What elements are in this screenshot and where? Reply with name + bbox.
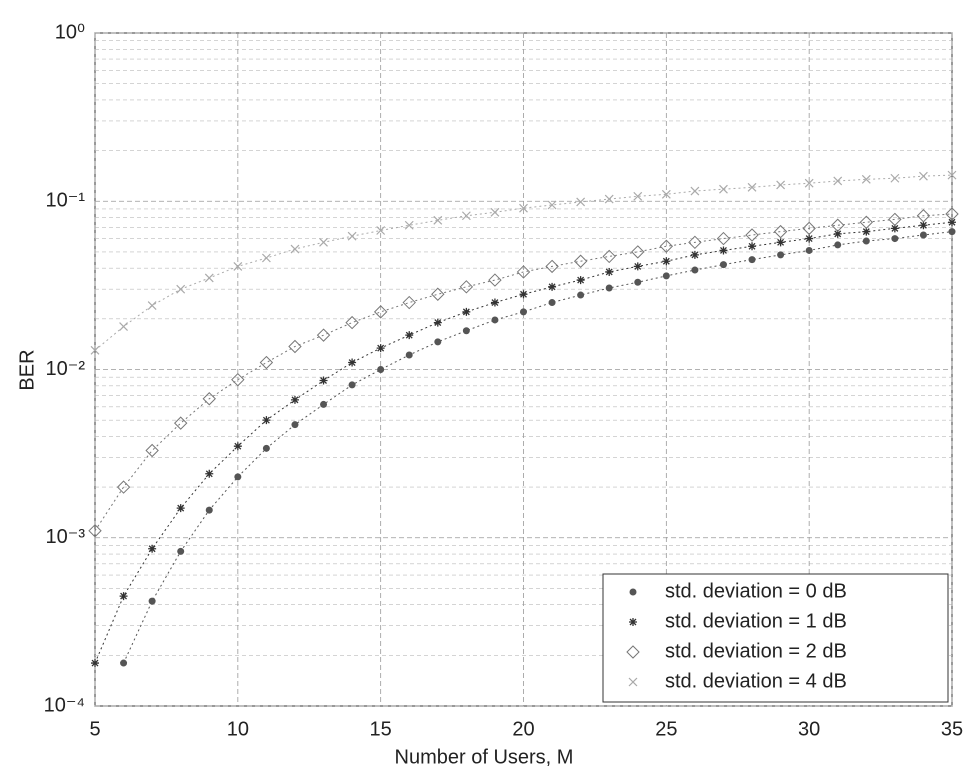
marker — [234, 473, 241, 480]
marker — [234, 442, 242, 450]
marker — [806, 247, 813, 254]
marker — [463, 327, 470, 334]
marker — [491, 316, 498, 323]
marker — [206, 507, 213, 514]
marker — [406, 351, 413, 358]
marker — [520, 308, 527, 315]
marker — [577, 292, 584, 299]
marker — [777, 238, 785, 246]
marker — [149, 598, 156, 605]
marker — [748, 242, 756, 250]
marker — [91, 659, 99, 667]
x-tick-label: 20 — [512, 718, 534, 740]
y-axis-label: BER — [16, 349, 38, 390]
marker — [691, 251, 699, 259]
legend-label: std. deviation = 0 dB — [665, 580, 847, 602]
x-tick-label: 35 — [941, 718, 963, 740]
marker — [262, 416, 270, 424]
marker — [634, 262, 642, 270]
marker — [377, 366, 384, 373]
marker — [520, 290, 528, 298]
marker — [630, 589, 637, 596]
y-tick-label: 10⁻³ — [46, 526, 86, 548]
marker — [491, 299, 499, 307]
marker — [291, 421, 298, 428]
marker — [629, 618, 637, 626]
marker — [577, 276, 585, 284]
marker — [177, 504, 185, 512]
marker — [749, 256, 756, 263]
marker — [663, 272, 670, 279]
chart: Number of Users, M BER 10⁻⁴ 10⁻³ 10⁻² 10⁻¹ 1… — [0, 0, 968, 773]
marker — [320, 377, 328, 385]
marker — [320, 401, 327, 408]
marker — [434, 338, 441, 345]
marker — [691, 267, 698, 274]
marker — [662, 257, 670, 265]
marker — [377, 344, 385, 352]
x-tick-label: 10 — [227, 718, 249, 740]
marker — [949, 228, 956, 235]
marker — [120, 660, 127, 667]
marker — [263, 445, 270, 452]
legend: std. deviation = 0 dB std. deviation = 1 … — [603, 574, 948, 702]
marker — [719, 246, 727, 254]
marker — [205, 470, 213, 478]
legend-label: std. deviation = 2 dB — [665, 640, 847, 662]
marker — [863, 238, 870, 245]
marker — [720, 261, 727, 268]
y-tick-label: 10⁻² — [46, 358, 86, 380]
marker — [405, 331, 413, 339]
marker — [434, 319, 442, 327]
y-tick-label: 10⁻⁴ — [44, 694, 85, 716]
marker — [462, 308, 470, 316]
legend-label: std. deviation = 1 dB — [665, 610, 847, 632]
marker — [634, 279, 641, 286]
marker — [891, 235, 898, 242]
x-axis-label: Number of Users, M — [395, 746, 574, 768]
x-tick-label: 15 — [370, 718, 392, 740]
marker — [805, 235, 813, 243]
marker — [177, 548, 184, 555]
marker — [606, 285, 613, 292]
marker — [834, 241, 841, 248]
marker — [348, 359, 356, 367]
marker — [920, 232, 927, 239]
marker — [291, 396, 299, 404]
marker — [777, 251, 784, 258]
marker — [548, 283, 556, 291]
marker — [120, 592, 128, 600]
marker — [605, 268, 613, 276]
x-tick-label: 25 — [655, 718, 677, 740]
x-tick-label: 5 — [89, 718, 100, 740]
marker — [549, 299, 556, 306]
legend-label: std. deviation = 4 dB — [665, 670, 847, 692]
marker — [349, 381, 356, 388]
marker — [148, 545, 156, 553]
y-tick-label: 10⁻¹ — [46, 190, 86, 212]
x-tick-label: 30 — [798, 718, 820, 740]
y-tick-label: 10⁰ — [55, 21, 85, 43]
